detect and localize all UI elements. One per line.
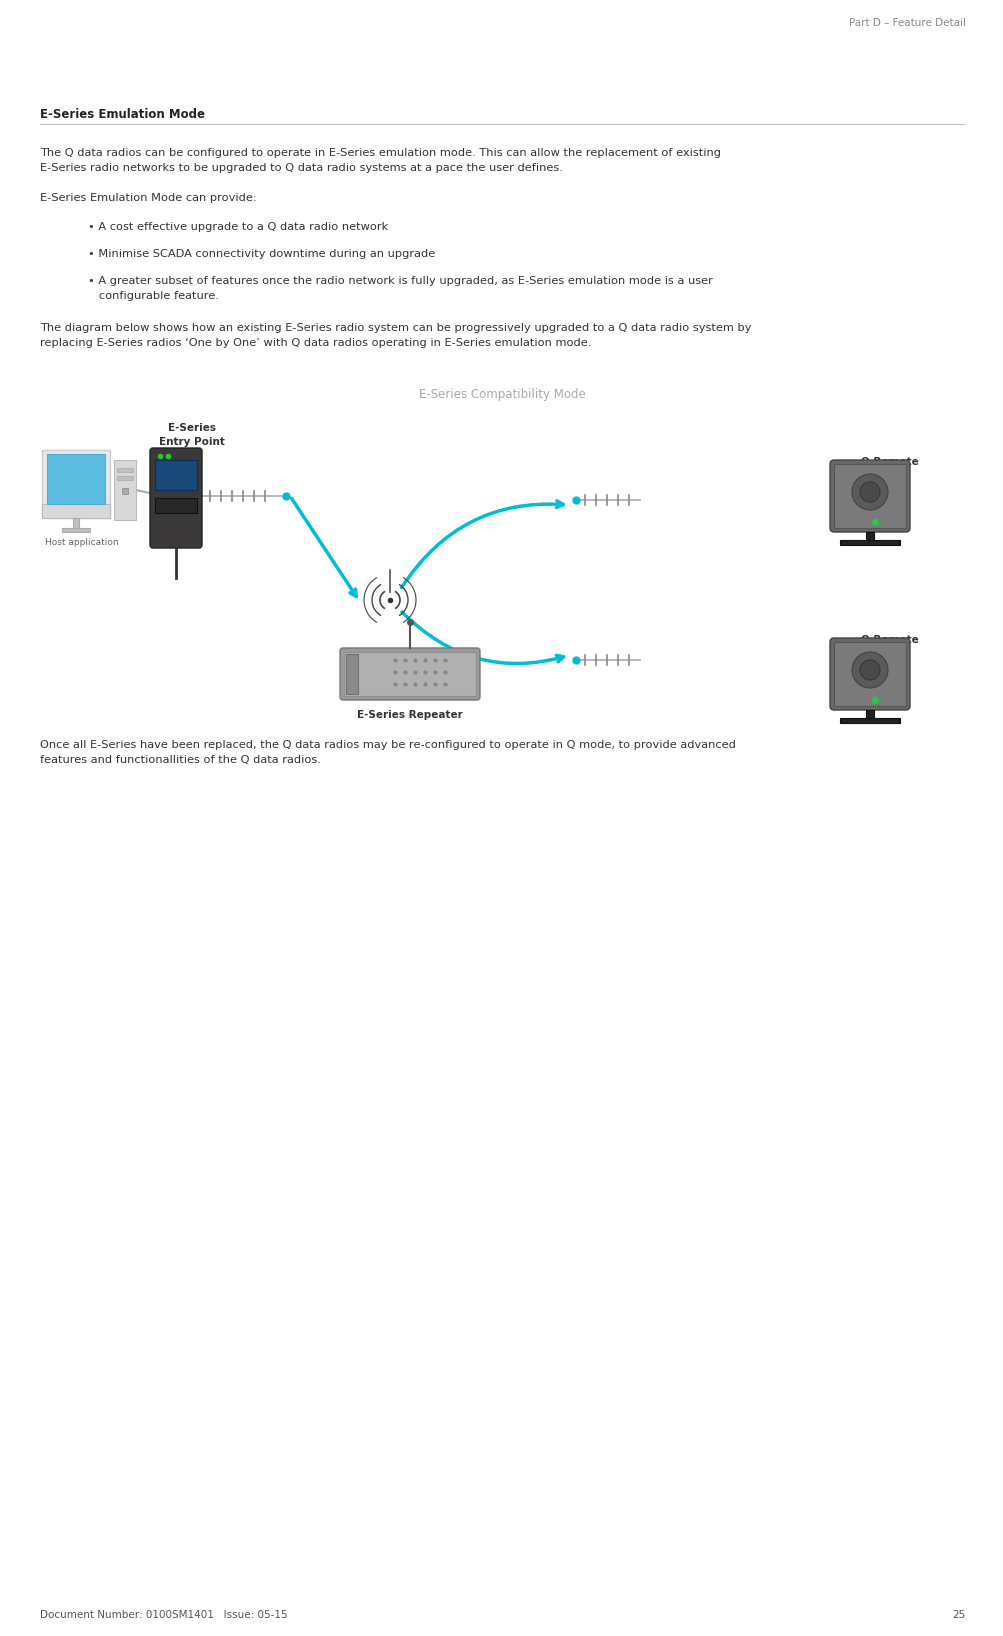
Bar (840, 718, 899, 723)
Text: The Q data radios can be configured to operate in E-Series emulation mode. This : The Q data radios can be configured to o… (40, 147, 720, 159)
Text: E-Series: E-Series (168, 424, 216, 434)
Bar (47, 455, 105, 504)
Text: Q Remote: Q Remote (861, 635, 918, 645)
Text: Host application: Host application (45, 538, 118, 546)
Circle shape (860, 483, 879, 502)
Text: configurable feature.: configurable feature. (88, 291, 219, 301)
Text: • A cost effective upgrade to a Q data radio network: • A cost effective upgrade to a Q data r… (88, 222, 388, 232)
Text: Once all E-Series have been replaced, the Q data radios may be re-configured to : Once all E-Series have been replaced, th… (40, 739, 735, 749)
Bar (833, 641, 905, 707)
Text: Entry Point: Entry Point (158, 437, 225, 447)
Bar (117, 468, 132, 473)
Bar (840, 540, 899, 545)
Bar (117, 476, 132, 479)
Bar (833, 465, 905, 528)
Text: E-Series radio networks to be upgraded to Q data radio systems at a pace the use: E-Series radio networks to be upgraded t… (40, 164, 563, 173)
Bar (154, 460, 197, 491)
Bar (346, 654, 358, 694)
Text: Q Remote: Q Remote (861, 456, 918, 466)
Bar (866, 710, 874, 718)
Text: Part D – Feature Detail: Part D – Feature Detail (849, 18, 965, 28)
Text: E-Series Repeater: E-Series Repeater (357, 710, 462, 720)
FancyBboxPatch shape (340, 648, 479, 700)
Text: The diagram below shows how an existing E-Series radio system can be progressive: The diagram below shows how an existing … (40, 322, 751, 334)
Circle shape (852, 653, 887, 689)
Text: features and functionallities of the Q data radios.: features and functionallities of the Q d… (40, 754, 321, 766)
Text: E-Series Compatibility Mode: E-Series Compatibility Mode (418, 388, 585, 401)
Bar (114, 460, 135, 520)
FancyBboxPatch shape (829, 460, 909, 532)
Bar (42, 450, 110, 519)
Text: replacing E-Series radios ‘One by One’ with Q data radios operating in E-Series : replacing E-Series radios ‘One by One’ w… (40, 339, 591, 348)
Text: • Minimise SCADA connectivity downtime during an upgrade: • Minimise SCADA connectivity downtime d… (88, 249, 435, 258)
Bar (62, 528, 90, 532)
Bar (154, 497, 197, 514)
Text: • A greater subset of features once the radio network is fully upgraded, as E-Se: • A greater subset of features once the … (88, 276, 712, 286)
Bar (866, 532, 874, 540)
Text: E-Series Emulation Mode: E-Series Emulation Mode (40, 108, 205, 121)
Bar (122, 488, 127, 494)
Circle shape (860, 659, 879, 681)
Text: Document Number: 0100SM1401   Issue: 05-15: Document Number: 0100SM1401 Issue: 05-15 (40, 1610, 287, 1620)
FancyBboxPatch shape (829, 638, 909, 710)
Bar (344, 653, 475, 695)
Circle shape (852, 474, 887, 510)
Bar (73, 519, 79, 528)
Text: 25: 25 (952, 1610, 965, 1620)
Bar (42, 504, 110, 519)
FancyBboxPatch shape (149, 448, 202, 548)
Text: E-Series Emulation Mode can provide:: E-Series Emulation Mode can provide: (40, 193, 257, 203)
